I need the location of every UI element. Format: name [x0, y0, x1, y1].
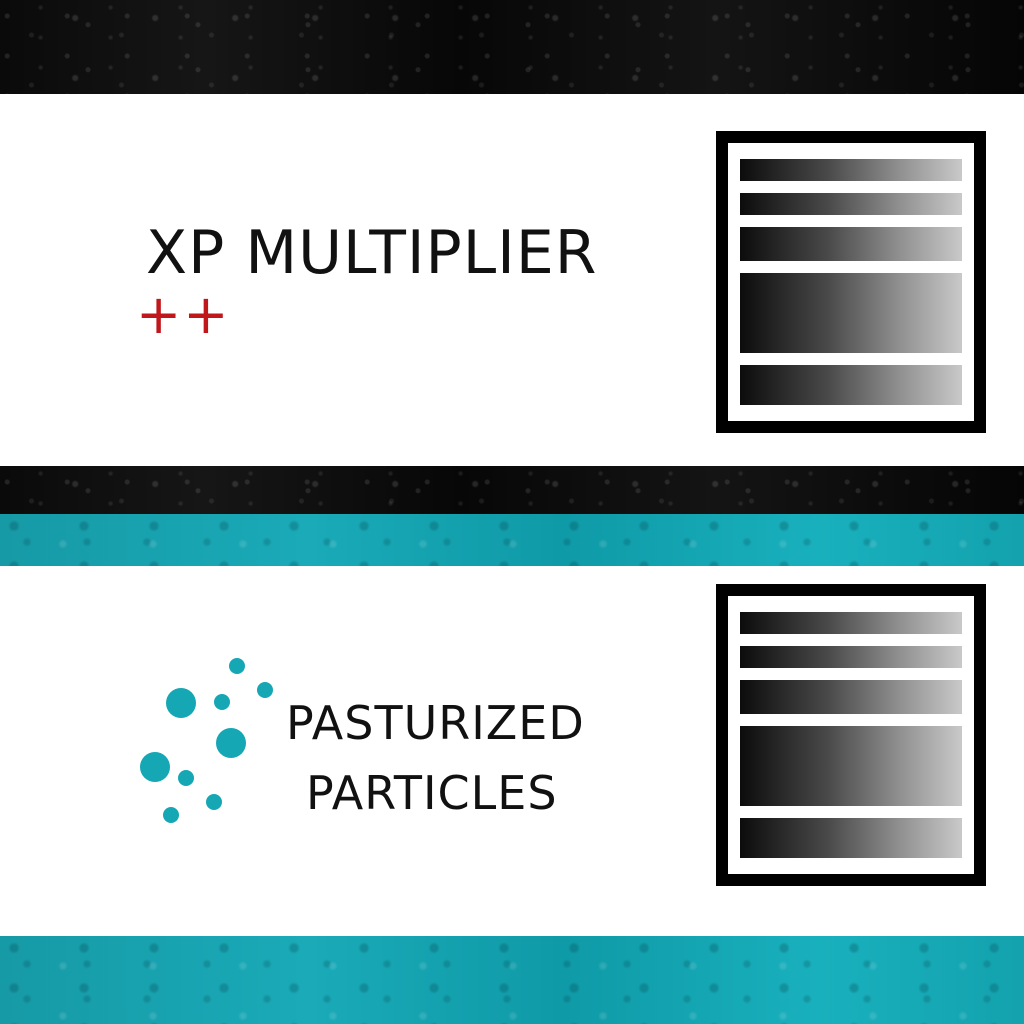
- xp-multiplier-title: XP MULTIPLIER: [146, 218, 598, 288]
- pasturized-title-line1: PASTURIZED: [286, 696, 585, 750]
- particle-dot: [216, 728, 246, 758]
- settings-panel-icon: [728, 143, 974, 421]
- pasturized-title-line2: PARTICLES: [306, 766, 558, 820]
- middle-black-band: [0, 466, 1024, 514]
- menu-bar: [740, 273, 962, 353]
- menu-bar: [740, 646, 962, 668]
- menu-bar: [740, 612, 962, 634]
- menu-bar: [740, 159, 962, 181]
- particle-dot: [178, 770, 194, 786]
- particle-dot: [214, 694, 230, 710]
- pasturized-particles-thumbnail: [716, 584, 986, 886]
- plus-plus-icon: ++: [136, 283, 231, 346]
- particle-dot: [257, 682, 273, 698]
- xp-multiplier-card[interactable]: XP MULTIPLIER ++: [0, 94, 1024, 466]
- particle-dot: [163, 807, 179, 823]
- middle-teal-band: [0, 514, 1024, 566]
- top-black-band: [0, 0, 1024, 94]
- bottom-teal-band: [0, 936, 1024, 1024]
- menu-bar: [740, 193, 962, 215]
- menu-bar: [740, 680, 962, 714]
- particle-dot: [229, 658, 245, 674]
- particle-dot: [140, 752, 170, 782]
- xp-multiplier-thumbnail: [716, 131, 986, 433]
- particle-dot: [206, 794, 222, 810]
- menu-bar: [740, 365, 962, 405]
- settings-panel-icon: [728, 596, 974, 874]
- menu-bar: [740, 818, 962, 858]
- pasturized-particles-card[interactable]: PASTURIZED PARTICLES: [0, 566, 1024, 936]
- menu-bar: [740, 227, 962, 261]
- menu-bar: [740, 726, 962, 806]
- particle-dot: [166, 688, 196, 718]
